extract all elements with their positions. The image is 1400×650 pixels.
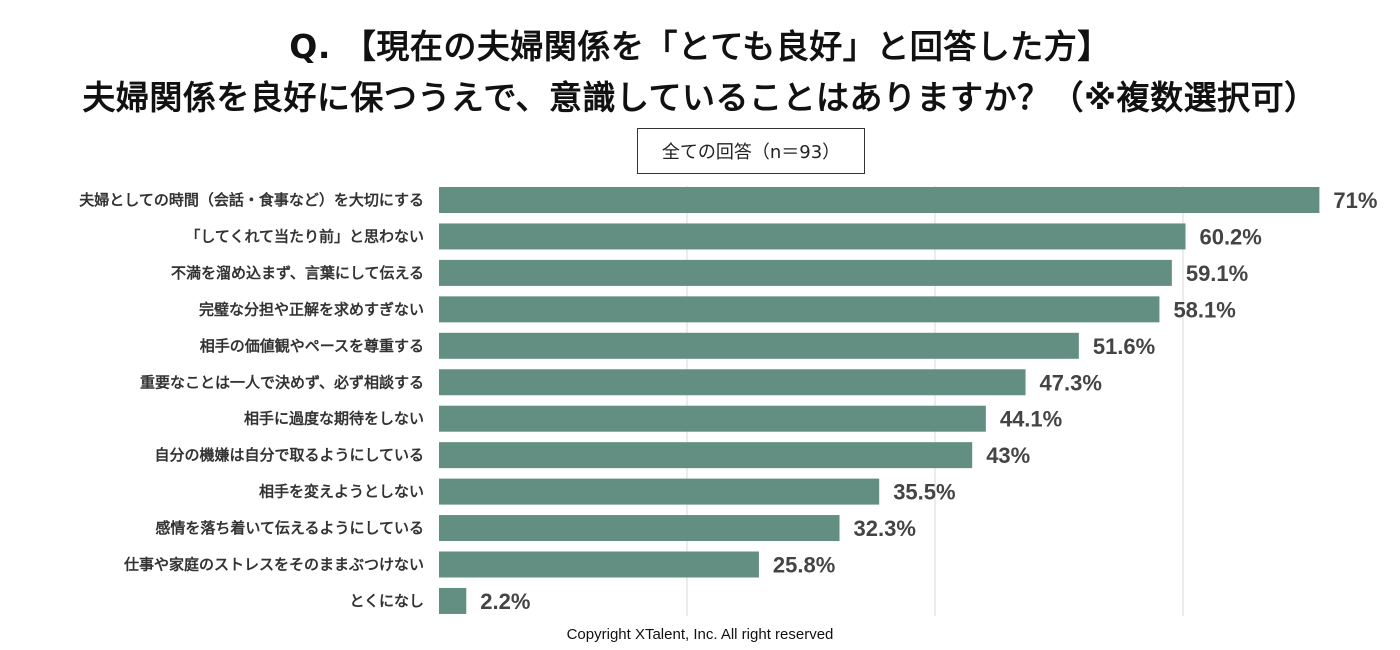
value-label: 47.3% [1040,370,1102,395]
bar [439,332,1079,359]
sample-size-box: 全ての回答（n＝93） [637,128,865,174]
bar [439,296,1160,323]
category-label: 不満を溜め込まず、言葉にして伝える [171,264,424,282]
bar [439,551,759,578]
value-label: 58.1% [1173,297,1235,322]
category-label: 仕事や家庭のストレスをそのままぶつけない [123,556,424,574]
category-label: 夫婦としての時間（会話・食事など）を大切にする [79,191,424,209]
value-label: 43% [986,443,1030,468]
bar [439,259,1172,286]
category-label: 感情を落ち着いて伝えるようにしている [155,519,424,537]
value-label: 51.6% [1093,334,1155,359]
category-label: 完璧な分担や正解を求めすぎない [199,300,424,318]
value-label: 32.3% [854,516,916,541]
bar [439,515,840,542]
bar [439,369,1026,396]
category-label: 相手の価値観やペースを尊重する [200,337,424,355]
category-label: 重要なことは一人で決めず、必ず相談する [140,373,424,391]
value-label: 2.2% [480,589,530,614]
bar [439,442,973,469]
chart-title-line2: 夫婦関係を良好に保つうえで、意識していることはありますか？（※複数選択可） [82,78,1318,117]
bar [439,587,467,614]
category-label: 相手を変えようとしない [259,483,424,501]
copyright-text: Copyright XTalent, Inc. All right reserv… [566,626,834,643]
category-label: とくになし [349,592,424,610]
sample-size-label: 全ての回答（n＝93） [661,142,841,163]
category-label: 相手に過度な期待をしない [244,410,424,428]
bar [439,405,986,432]
category-label: 「してくれて当たり前」と思わない [185,227,424,245]
value-label: 44.1% [1000,407,1062,432]
bar [439,223,1186,250]
value-label: 60.2% [1199,224,1261,249]
bar [439,478,880,505]
category-label: 自分の機嫌は自分で取るようにしている [154,446,424,464]
value-label: 25.8% [773,553,835,578]
value-label: 71% [1333,188,1377,213]
bar [439,187,1320,213]
value-label: 59.1% [1186,261,1248,286]
chart-title-line1: Q. 【現在の夫婦関係を「とても良好」と回答した方】 [289,27,1111,66]
value-label: 35.5% [893,480,955,505]
